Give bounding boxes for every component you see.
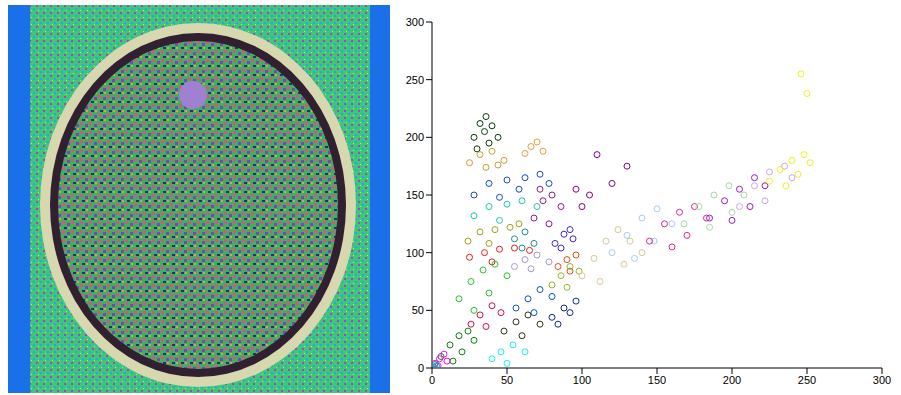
svg-text:250: 250 <box>798 374 816 386</box>
svg-text:100: 100 <box>573 374 591 386</box>
svg-text:50: 50 <box>501 374 513 386</box>
svg-text:0: 0 <box>418 362 424 374</box>
svg-text:150: 150 <box>406 189 424 201</box>
svg-text:250: 250 <box>406 74 424 86</box>
svg-text:100: 100 <box>406 247 424 259</box>
svg-text:0: 0 <box>429 374 435 386</box>
svg-text:200: 200 <box>406 131 424 143</box>
svg-text:50: 50 <box>412 304 424 316</box>
svg-text:200: 200 <box>723 374 741 386</box>
svg-text:150: 150 <box>648 374 666 386</box>
svg-text:300: 300 <box>873 374 891 386</box>
svg-text:300: 300 <box>406 16 424 28</box>
